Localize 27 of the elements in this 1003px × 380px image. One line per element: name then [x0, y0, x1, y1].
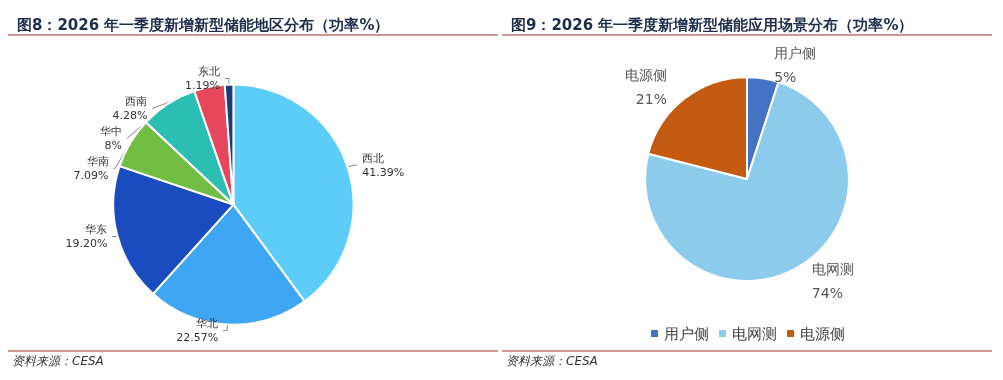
slice-label: 西北	[362, 151, 385, 165]
text: 资料来源：CESA	[12, 354, 104, 368]
data-label: 5%	[774, 68, 797, 85]
legend-label: 电网测	[732, 324, 777, 343]
slice-label: 华中	[99, 125, 122, 139]
data-label: 7.09%	[73, 169, 109, 183]
slice-label: 东北	[197, 65, 220, 79]
chart-title: 图9：2026 年一季度新增新型储能应用场景分布（功率%）	[511, 15, 914, 34]
slice-label: 用户侧	[774, 44, 817, 61]
slice-label: 西南	[125, 95, 148, 109]
slice-label: 华北	[196, 317, 219, 331]
legend-label: 用户侧	[664, 324, 709, 343]
slice-label: 华南	[86, 155, 109, 169]
slice-label: 电网测	[811, 260, 854, 277]
data-label: 74%	[811, 284, 843, 301]
data-label: 41.39%	[362, 165, 405, 179]
slice-label: 电源侧	[624, 67, 667, 84]
text: 资料来源：CESA	[506, 354, 598, 368]
slice-label: 华东	[85, 223, 108, 237]
data-label: 1.19%	[184, 79, 220, 93]
data-label: 4.28%	[112, 109, 148, 123]
legend-label: 电源侧	[800, 324, 845, 343]
data-label: 21%	[635, 91, 667, 108]
data-label: 19.20%	[65, 237, 108, 251]
data-label: 8%	[104, 139, 122, 153]
data-label: 22.57%	[176, 331, 219, 345]
chart-title: 图8：2026 年一季度新增新型储能地区分布（功率%）	[17, 15, 390, 34]
